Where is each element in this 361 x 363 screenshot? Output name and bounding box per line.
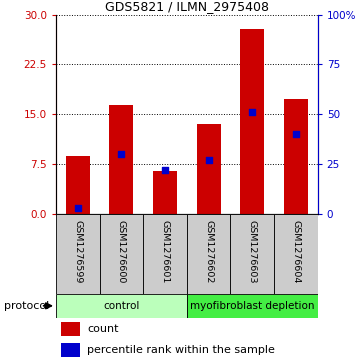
Point — [249, 110, 255, 115]
Point — [162, 167, 168, 173]
Bar — [56, 294, 187, 318]
Point — [206, 158, 212, 163]
Text: GSM1276604: GSM1276604 — [291, 220, 300, 283]
Bar — [61, 322, 79, 337]
Bar — [187, 294, 318, 318]
Text: control: control — [103, 301, 140, 311]
Text: GSM1276602: GSM1276602 — [204, 220, 213, 283]
Bar — [143, 214, 187, 294]
Bar — [61, 343, 79, 357]
Text: GSM1276601: GSM1276601 — [161, 220, 170, 283]
Point — [75, 205, 81, 211]
Bar — [197, 124, 221, 214]
Bar — [153, 171, 177, 214]
Text: percentile rank within the sample: percentile rank within the sample — [87, 345, 275, 355]
Bar — [100, 214, 143, 294]
Point — [293, 131, 299, 137]
Bar — [274, 214, 318, 294]
Bar — [284, 99, 308, 214]
Text: GSM1276599: GSM1276599 — [73, 220, 82, 283]
Bar — [240, 29, 264, 214]
Bar — [109, 105, 133, 214]
Text: count: count — [87, 324, 119, 334]
Bar — [187, 214, 230, 294]
Text: GSM1276600: GSM1276600 — [117, 220, 126, 283]
Bar — [66, 156, 90, 214]
Bar — [56, 214, 100, 294]
Title: GDS5821 / ILMN_2975408: GDS5821 / ILMN_2975408 — [105, 0, 269, 13]
Point — [118, 151, 124, 157]
Text: GSM1276603: GSM1276603 — [248, 220, 257, 283]
Text: protocol: protocol — [4, 301, 49, 311]
Bar — [230, 214, 274, 294]
Text: myofibroblast depletion: myofibroblast depletion — [190, 301, 314, 311]
